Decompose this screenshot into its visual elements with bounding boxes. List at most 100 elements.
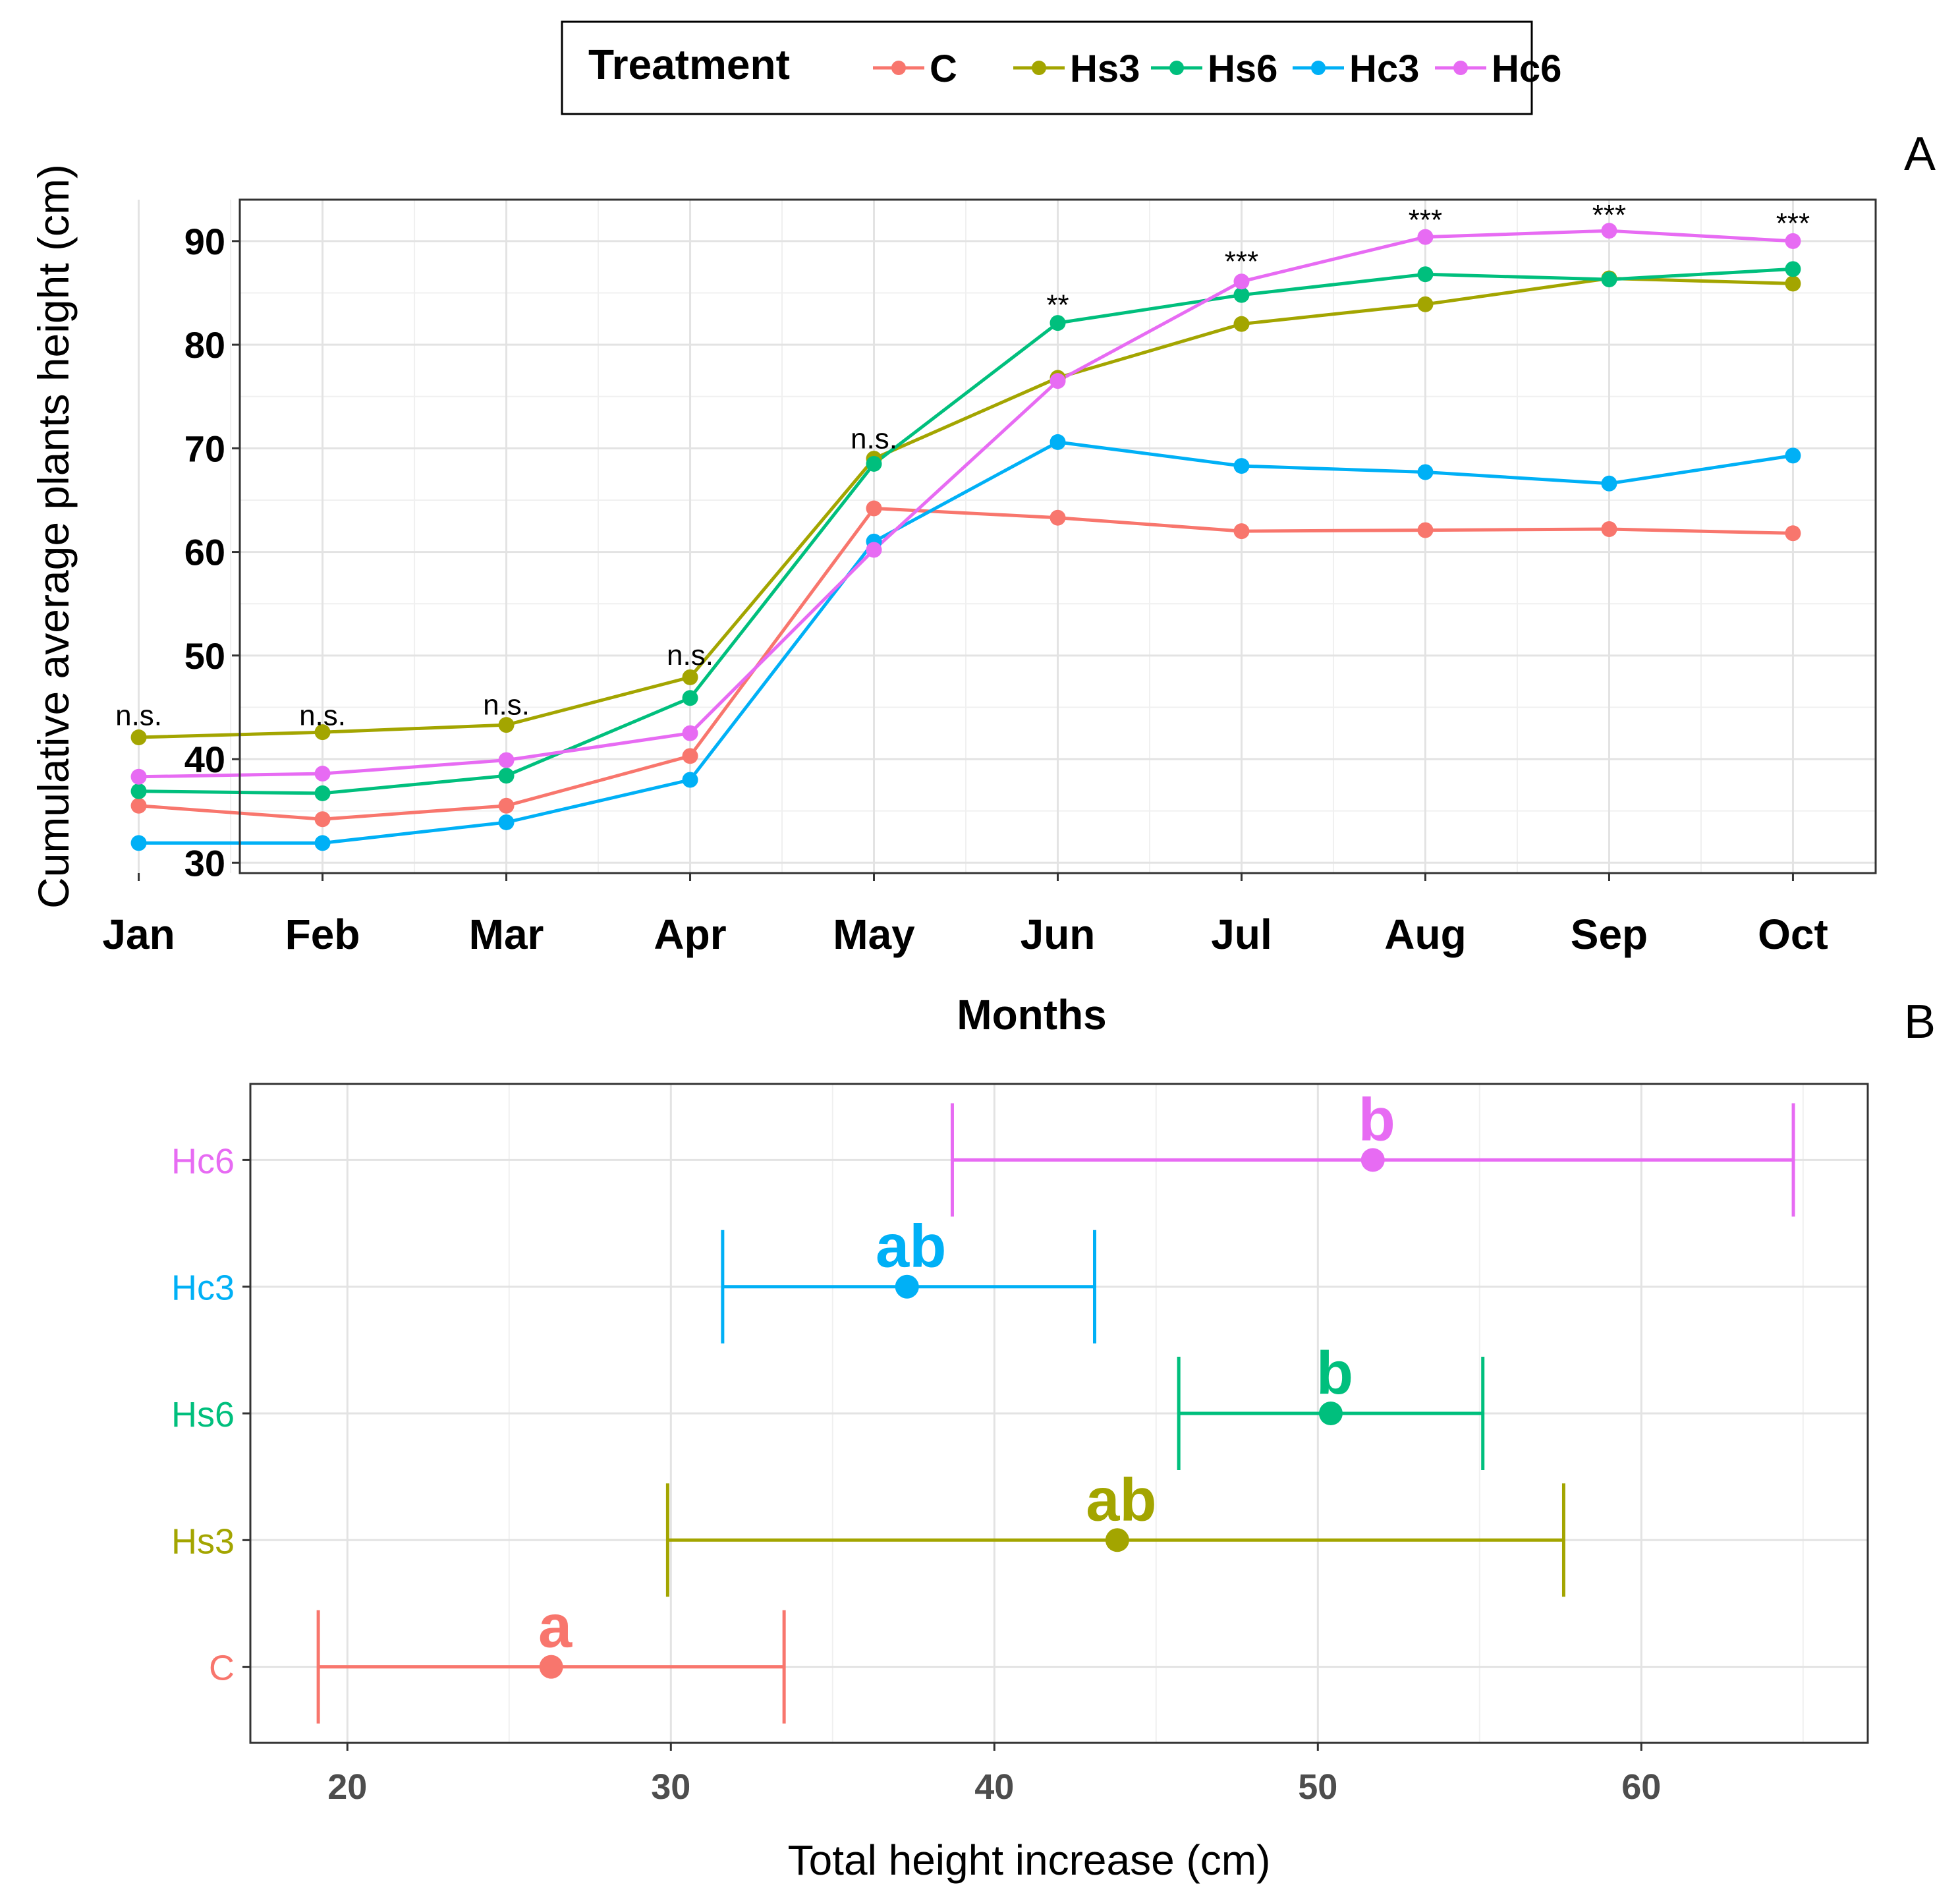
point-hs6-sep: [1601, 271, 1617, 288]
x-tick-label: 40: [974, 1767, 1014, 1807]
significance-label-jan: n.s.: [115, 699, 162, 731]
point-hc6-may: [866, 542, 882, 558]
y-tick-label-hc6: Hc6: [171, 1141, 235, 1181]
chart-panel-b: a ab b ab b C Hs3 Hs6 Hc3 Hc6 20 30 40 50 60 Total he…: [171, 1083, 1869, 1884]
mean-point-hs6: [1318, 1402, 1343, 1425]
x-tick-label-jul: Jul: [1211, 911, 1272, 958]
point-hc3-aug: [1417, 464, 1434, 480]
panel-label-b: B: [1904, 996, 1936, 1048]
point-hs3-aug: [1417, 296, 1434, 312]
point-c-apr: [682, 748, 698, 764]
series-line-c: [138, 507, 1793, 821]
group-letter-hc6: b: [1358, 1086, 1395, 1153]
y-tick-label-hs6: Hs6: [171, 1395, 235, 1434]
point-hc3-jun: [1050, 434, 1066, 450]
significance-label-feb: n.s.: [299, 699, 346, 731]
series-line-hs6: [138, 267, 1793, 795]
point-c-jun: [1050, 509, 1066, 526]
point-hc3-mar: [498, 814, 515, 830]
x-tick-label-may: May: [833, 911, 915, 958]
group-letter-hs6: b: [1316, 1340, 1353, 1407]
point-c-may: [866, 500, 882, 517]
point-hc6-aug: [1417, 229, 1434, 245]
chart-panel-a: n.s. n.s. n.s.n.s.n.s.******** *** *** 30405…: [29, 164, 1877, 1038]
point-hs6-apr: [682, 690, 698, 706]
point-hs6-jan: [130, 783, 147, 799]
point-hc6-jun: [1050, 373, 1066, 389]
mean-point-hc6: [1360, 1148, 1385, 1172]
x-tick-label-sep: Sep: [1571, 911, 1648, 958]
point-hc3-jul: [1233, 458, 1250, 474]
x-tick-label: 20: [327, 1767, 367, 1807]
point-hs6-jun: [1050, 315, 1066, 331]
x-axis-title-a: Months: [957, 991, 1107, 1038]
point-hs6-mar: [498, 768, 515, 784]
significance-label-sep: ***: [1592, 199, 1626, 231]
series-line-hc3: [138, 440, 1793, 845]
y-tick-label: 70: [184, 428, 225, 469]
significance-label-may: n.s.: [851, 422, 897, 455]
legend-title: Treatment: [588, 41, 790, 88]
mean-point-hc3: [895, 1274, 919, 1299]
y-tick-label-hc3: Hc3: [171, 1268, 235, 1308]
x-tick-label-feb: Feb: [285, 911, 360, 958]
point-hc3-feb: [314, 835, 331, 851]
significance-labels: n.s. n.s. n.s.n.s.n.s.******** *** ***: [115, 199, 1810, 731]
significance-label-jul: ***: [1225, 246, 1258, 278]
legend-label-hs6: Hs6: [1208, 47, 1277, 90]
point-c-jul: [1233, 523, 1250, 540]
legend-label-c: C: [930, 47, 957, 90]
gridlines-a: [138, 200, 1876, 873]
point-hc6-feb: [314, 766, 331, 782]
significance-label-apr: n.s.: [667, 639, 714, 671]
y-tick-label: 90: [184, 221, 225, 262]
mean-point-hs3: [1105, 1528, 1129, 1552]
y-tick-label-hs3: Hs3: [171, 1521, 235, 1561]
point-hc3-sep: [1601, 475, 1617, 492]
y-tick-label-c: C: [209, 1649, 235, 1688]
x-tick-label: 30: [651, 1767, 690, 1807]
significance-label-mar: n.s.: [483, 689, 530, 722]
point-hs6-jul: [1233, 287, 1250, 303]
significance-label-oct: ***: [1776, 207, 1810, 239]
point-c-oct: [1785, 525, 1801, 542]
legend-label-hc3: Hc3: [1349, 47, 1419, 90]
x-tick-label: 50: [1298, 1767, 1337, 1807]
y-axis-title-a: Cumulative average plants height (cm): [29, 164, 78, 909]
point-hc6-oct: [1785, 233, 1801, 249]
point-hs6-feb: [314, 785, 331, 801]
legend-entries: C Hs3 Hs6 Hc3 Hc6: [873, 47, 1561, 90]
y-tick-label: 30: [184, 842, 225, 884]
point-hc6-mar: [498, 752, 515, 768]
group-letter-c: a: [538, 1593, 573, 1660]
axes-b: C Hs3 Hs6 Hc3 Hc6 20 30 40 50 60: [171, 1141, 1661, 1807]
point-hs3-jan: [130, 729, 147, 746]
legend: Treatment C Hs3 Hs6 Hc3 Hc6: [561, 20, 1561, 115]
y-tick-label: 80: [184, 324, 225, 366]
point-hc6-jan: [130, 768, 147, 785]
legend-marker-hc6: [1453, 61, 1468, 75]
y-tick-label: 50: [184, 635, 225, 677]
legend-label-hs3: Hs3: [1070, 47, 1140, 90]
point-hc6-sep: [1601, 223, 1617, 239]
x-tick-label-aug: Aug: [1384, 911, 1466, 958]
point-c-feb: [314, 811, 331, 828]
point-hs6-may: [866, 455, 882, 472]
point-hs3-feb: [314, 724, 331, 741]
point-c-mar: [498, 797, 515, 814]
series-line-hc6: [138, 229, 1793, 779]
x-axis-title-b: Total height increase (cm): [788, 1836, 1271, 1884]
point-hc6-apr: [682, 725, 698, 741]
point-hc3-jan: [130, 835, 147, 851]
panel-label-a: A: [1904, 128, 1936, 181]
error-bars: a ab b ab b: [316, 1086, 1795, 1724]
significance-label-aug: ***: [1409, 204, 1442, 237]
x-tick-label-oct: Oct: [1758, 911, 1828, 958]
x-tick-label-jun: Jun: [1021, 911, 1096, 958]
mean-point-c: [539, 1655, 563, 1679]
x-tick-label-mar: Mar: [469, 911, 544, 958]
series-lines-a: [138, 229, 1793, 845]
point-c-aug: [1417, 522, 1434, 538]
point-hc6-jul: [1233, 273, 1250, 290]
